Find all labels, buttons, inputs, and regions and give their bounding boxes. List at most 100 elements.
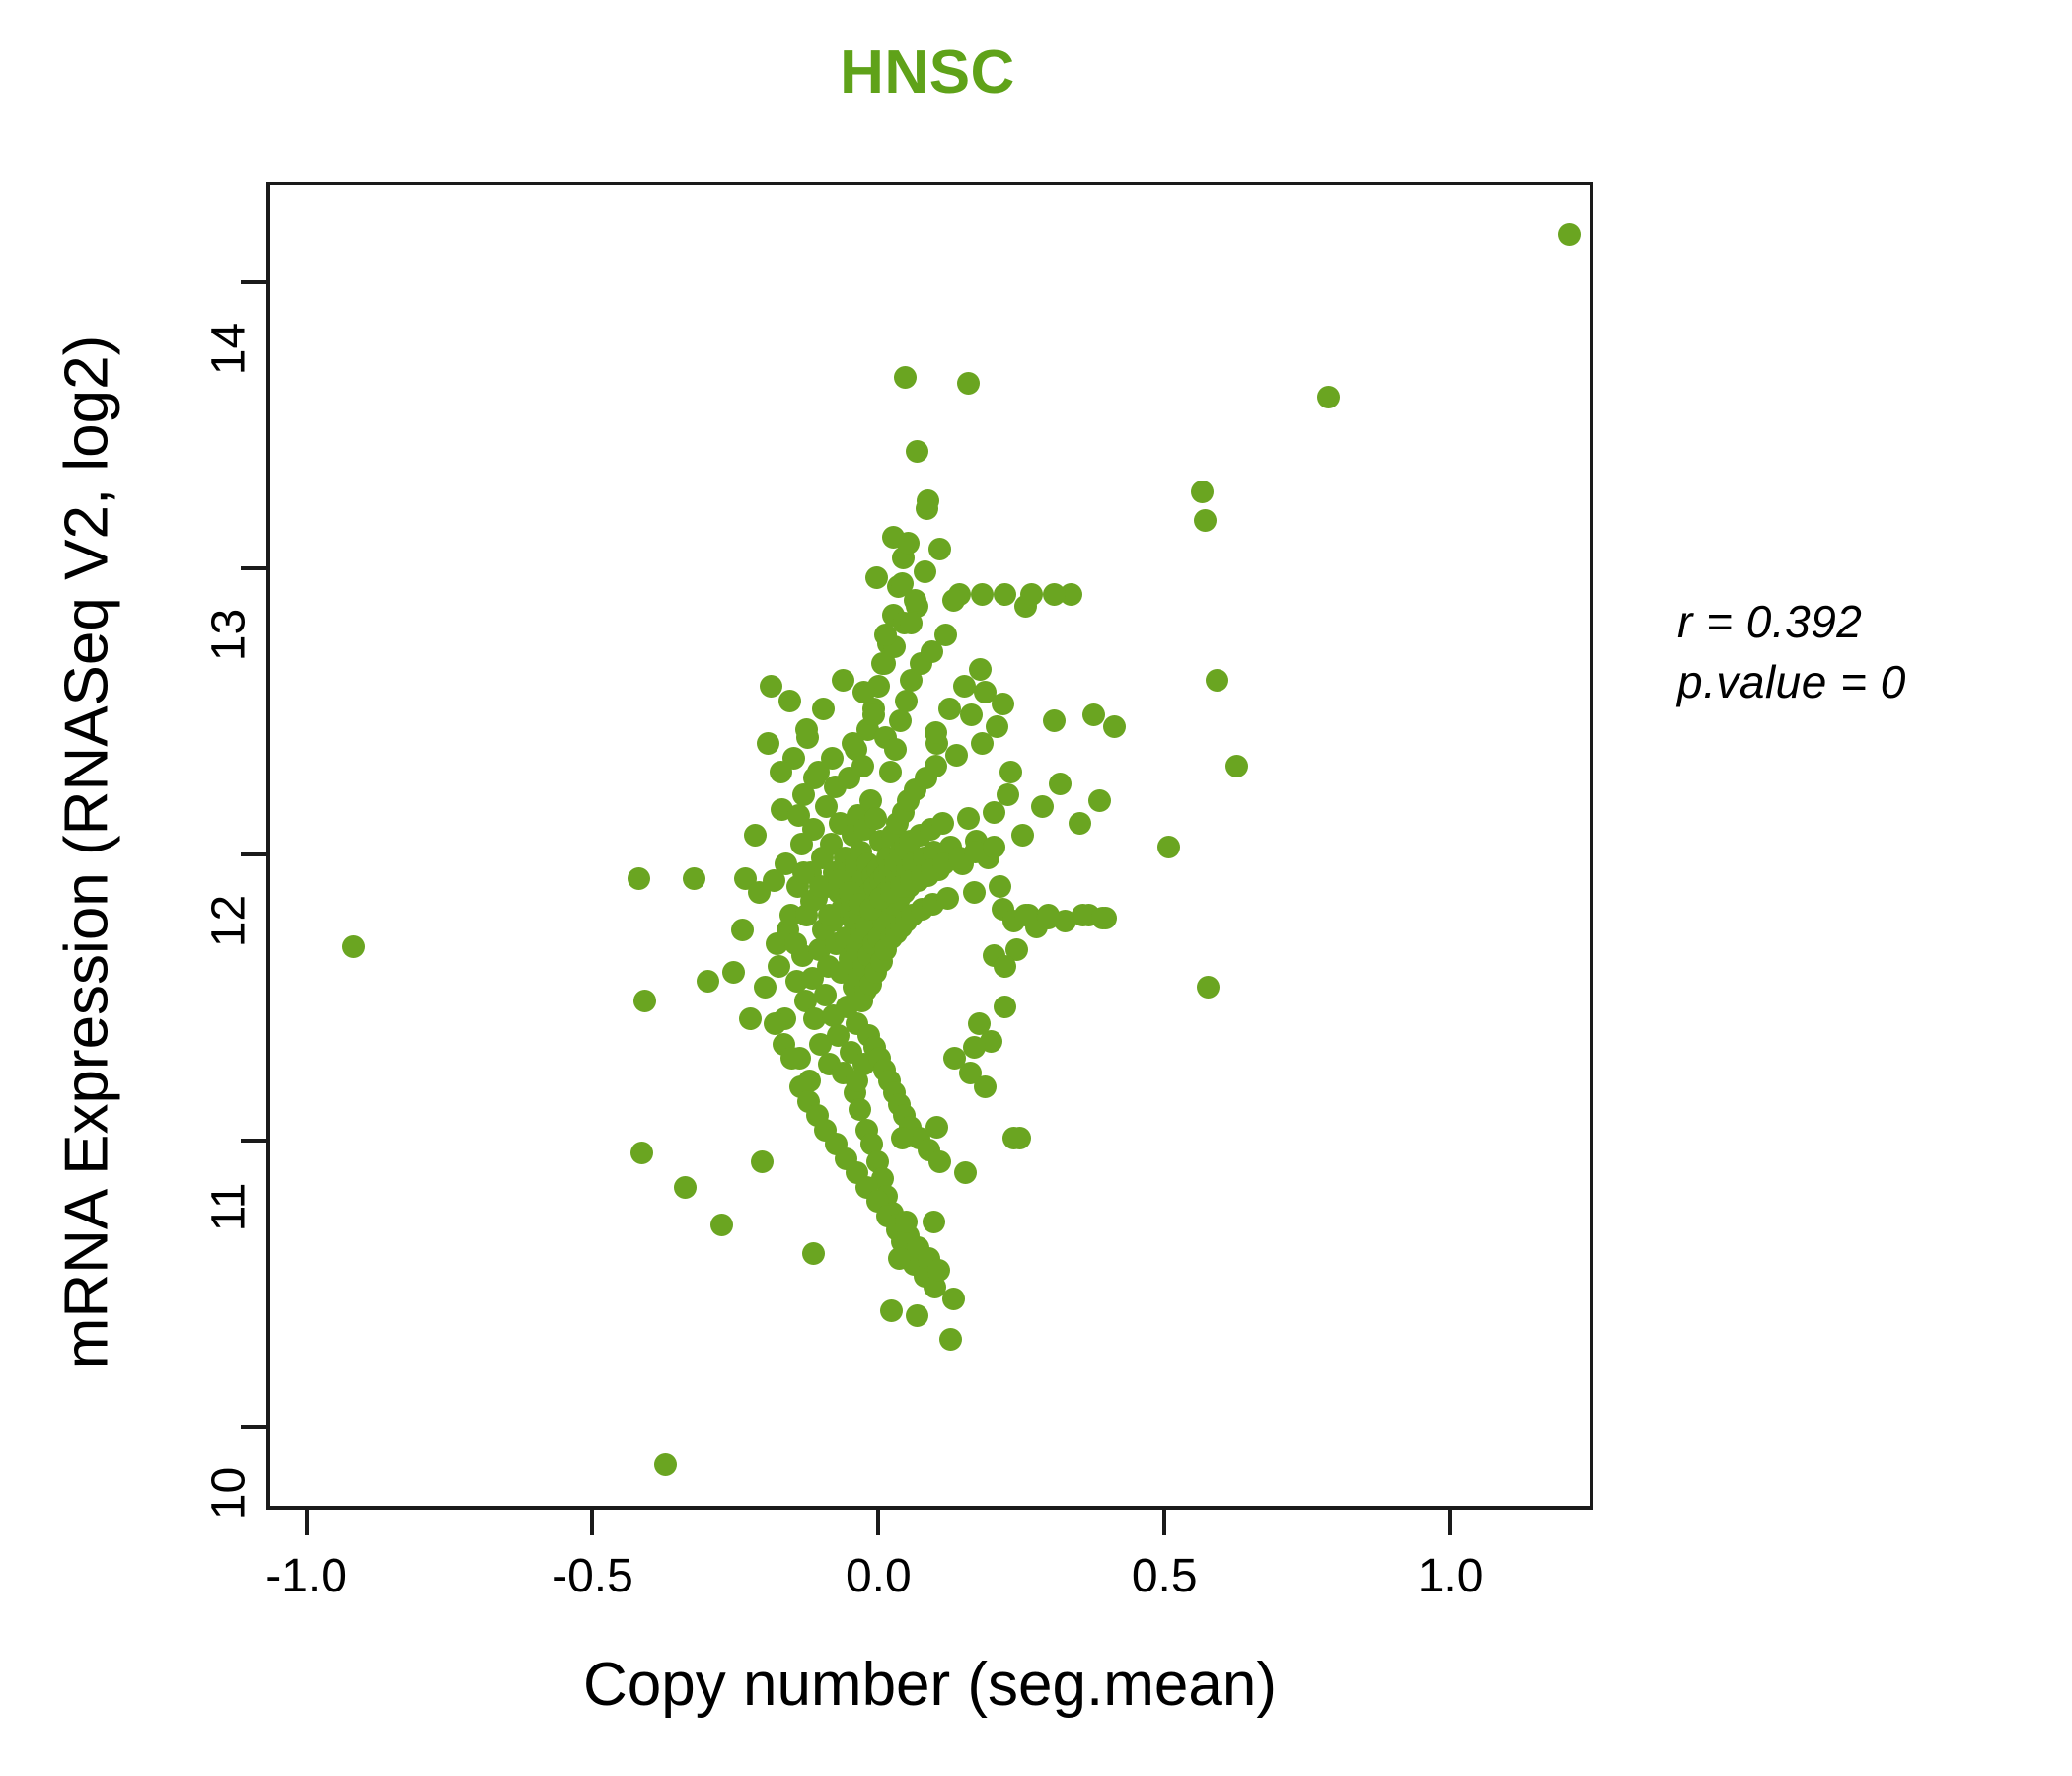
scatter-point (968, 1012, 992, 1036)
scatter-point (851, 755, 875, 778)
scatter-point (895, 1210, 919, 1233)
p-value: p.value = 0 (1677, 655, 1906, 707)
scatter-point (894, 689, 918, 712)
scatter-point (956, 806, 980, 830)
scatter-point (1194, 508, 1218, 532)
x-axis-title: Copy number (seg.mean) (583, 1651, 1277, 1719)
scatter-point (878, 761, 902, 784)
scatter-point (1031, 794, 1055, 818)
scatter-point (939, 1327, 963, 1351)
scatter-point (794, 717, 818, 741)
x-axis-tick-label: 0.5 (1131, 1550, 1198, 1602)
y-axis-tick-label: 13 (202, 608, 256, 661)
x-axis-tick-label: -0.5 (552, 1550, 633, 1602)
chart-title: HNSC (840, 38, 1015, 107)
scatter-point (962, 881, 986, 904)
scatter-point (809, 1032, 833, 1056)
scatter-point (1156, 835, 1180, 858)
scatter-point (808, 875, 832, 899)
scatter-point (1102, 714, 1126, 738)
scatter-point (962, 1035, 986, 1059)
scatter-point (710, 1213, 734, 1236)
scatter-point (974, 680, 998, 703)
scatter-point (792, 860, 816, 884)
x-axis-tick-label: 1.0 (1417, 1550, 1484, 1602)
scatter-point (851, 680, 875, 703)
scatter-point (697, 969, 719, 993)
scatter-point (763, 1012, 786, 1036)
scatter-point (739, 1006, 763, 1030)
y-axis-tick-label: 14 (202, 322, 256, 375)
scatter-point (1071, 904, 1094, 927)
scatter-point (1205, 669, 1228, 693)
scatter-point (821, 746, 845, 770)
scatter-point (968, 657, 992, 681)
scatter-point (927, 1258, 951, 1282)
scatter-point (999, 761, 1023, 784)
y-axis-tick-label: 10 (202, 1466, 256, 1520)
scatter-point (802, 818, 826, 842)
scatter-point (831, 669, 854, 693)
scatter-point (988, 875, 1011, 899)
scatter-point (899, 669, 923, 693)
scatter-point (971, 583, 995, 607)
scatter-point (803, 1006, 827, 1030)
scatter-point (1060, 583, 1083, 607)
scatter-point (858, 789, 882, 813)
scatter-point (751, 1149, 775, 1173)
scatter-point (923, 1210, 945, 1233)
scatter-point (958, 1061, 982, 1084)
scatter-point (815, 794, 838, 818)
scatter-point (1036, 907, 1060, 930)
scatter-point (930, 812, 954, 836)
scatter-point (753, 975, 777, 999)
scatter-point (845, 1070, 868, 1093)
scatter-point (759, 675, 782, 699)
stats-annotation: r = 0.392 p.value = 0 (1677, 592, 1906, 711)
x-axis-tick-label: -1.0 (265, 1550, 347, 1602)
scatter-point (1019, 583, 1043, 607)
y-axis-tick (241, 1424, 266, 1429)
scatter-point (917, 488, 940, 512)
scatter-point (842, 732, 865, 756)
x-axis-tick (1448, 1510, 1453, 1535)
scatter-point (942, 589, 966, 613)
y-axis-title: mRNA Expression (RNASeq V2, log2) (52, 334, 121, 1369)
scatter-point (963, 841, 987, 864)
scatter-point (882, 526, 906, 550)
scatter-point (802, 766, 826, 789)
scatter-point (924, 720, 947, 744)
scatter-point (936, 886, 960, 910)
scatter-point (903, 589, 926, 613)
scatter-point (860, 1133, 884, 1156)
scatter-point (769, 761, 792, 784)
scatter-points-layer (270, 185, 1590, 1506)
scatter-point (863, 806, 887, 830)
scatter-point (891, 571, 915, 595)
scatter-point (811, 698, 835, 721)
scatter-point (1557, 222, 1581, 246)
scatter-point (817, 904, 841, 927)
scatter-point (849, 1098, 872, 1122)
scatter-point (1054, 910, 1077, 933)
scatter-point (633, 990, 657, 1013)
plot-area (266, 182, 1593, 1510)
x-axis-tick (1162, 1510, 1167, 1535)
scatter-point (783, 932, 807, 956)
scatter-point (953, 1161, 977, 1185)
scatter-point (1048, 772, 1072, 795)
scatter-point (826, 1024, 850, 1048)
scatter-point (775, 852, 798, 875)
scatter-point (884, 737, 908, 761)
scatter-point (979, 1029, 1002, 1053)
scatter-point (891, 1127, 915, 1150)
scatter-point (927, 1149, 951, 1173)
scatter-point (1088, 789, 1112, 813)
y-axis-tick-label: 12 (202, 894, 256, 947)
y-axis-tick (241, 851, 266, 856)
scatter-point (905, 440, 928, 464)
scatter-point (942, 1287, 966, 1310)
scatter-point (942, 1047, 966, 1071)
scatter-point (991, 692, 1014, 715)
